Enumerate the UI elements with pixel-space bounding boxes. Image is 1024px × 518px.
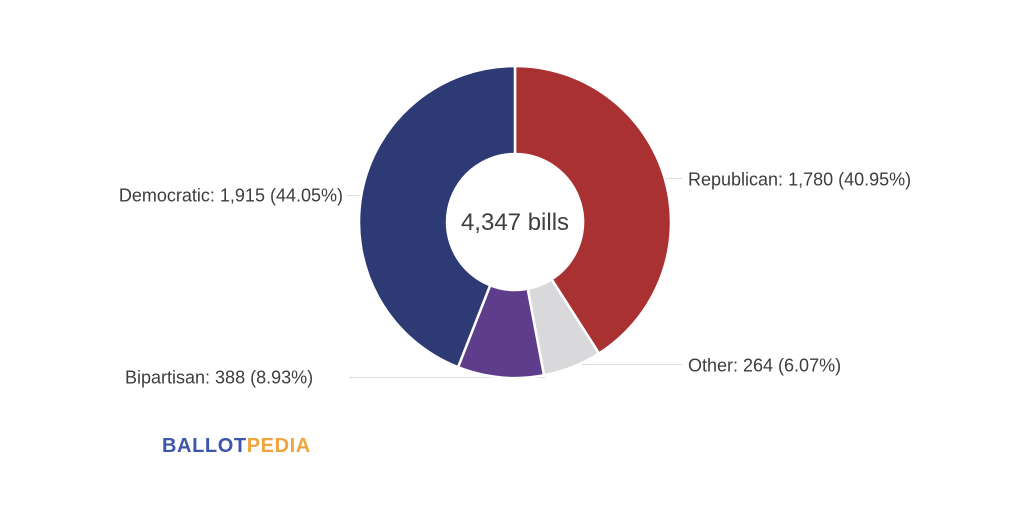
connector-democratic	[347, 195, 365, 196]
logo-ballot-text: BALLOT	[162, 435, 247, 457]
slice-label-republican: Republican: 1,780 (40.95%)	[688, 169, 912, 190]
ballotpedia-logo: BALLOTPEDIA	[162, 435, 311, 458]
slice-label-bipartisan: Bipartisan: 388 (8.93%)	[125, 367, 314, 388]
connector-bipartisan	[349, 377, 545, 378]
logo-pedia-text: PEDIA	[246, 435, 311, 457]
slice-label-other: Other: 264 (6.07%)	[688, 355, 842, 376]
donut-slice-democratic[interactable]	[357, 64, 517, 369]
connector-republican	[662, 178, 682, 179]
donut-center-total: 4,347 bills	[460, 209, 570, 236]
connector-other	[570, 364, 682, 365]
slice-label-democratic: Democratic: 1,915 (44.05%)	[118, 185, 343, 206]
